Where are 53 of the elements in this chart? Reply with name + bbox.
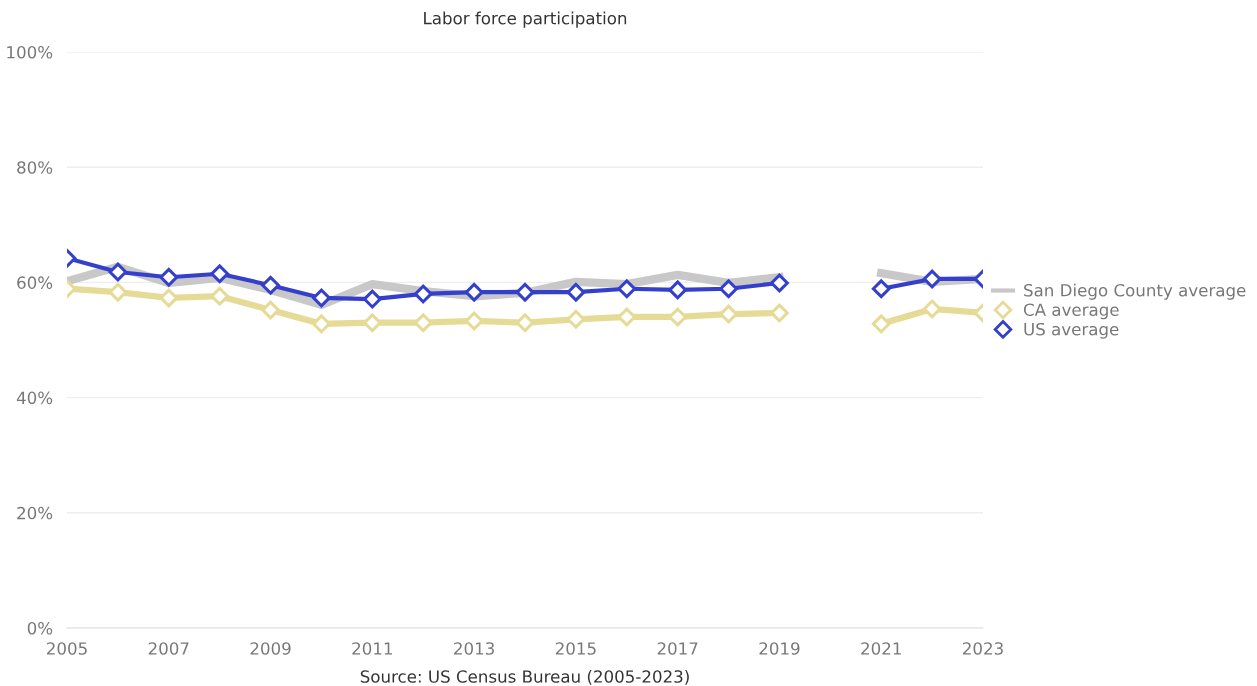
legend-label: San Diego County average xyxy=(1024,283,1246,300)
x-tick-label: 2015 xyxy=(555,642,596,655)
point xyxy=(770,303,789,323)
point xyxy=(210,286,230,306)
point xyxy=(515,313,535,333)
point xyxy=(719,279,738,299)
point xyxy=(871,314,891,334)
point xyxy=(108,282,128,302)
point xyxy=(617,307,637,327)
point xyxy=(617,279,637,299)
legend-label: CA average xyxy=(1023,303,1119,320)
x-tick-label: 2007 xyxy=(148,642,189,655)
point xyxy=(719,304,738,324)
point xyxy=(770,273,789,293)
point xyxy=(922,299,942,319)
point xyxy=(515,282,535,302)
x-tick-label: 2023 xyxy=(963,642,1003,655)
point xyxy=(464,282,484,302)
point xyxy=(312,288,331,308)
x-tick-label: 2019 xyxy=(759,642,800,655)
point xyxy=(261,275,280,295)
point xyxy=(159,267,179,287)
point xyxy=(159,288,179,308)
point xyxy=(362,289,382,309)
y-tick-label: 0% xyxy=(27,621,53,635)
chart-title: Labor force participation xyxy=(424,11,627,28)
source-note: Source: US Census Bureau (2005-2023) xyxy=(360,669,689,685)
point xyxy=(108,262,128,282)
point xyxy=(210,264,230,284)
point xyxy=(668,280,688,300)
point xyxy=(668,307,688,327)
x-tick-label: 2021 xyxy=(861,642,901,655)
point xyxy=(566,309,586,329)
x-tick-label: 2017 xyxy=(657,642,698,655)
point xyxy=(566,282,586,302)
legend-label: US average xyxy=(1024,322,1119,339)
point xyxy=(871,279,891,299)
point xyxy=(261,300,280,320)
y-tick-label: 80% xyxy=(17,161,53,174)
point xyxy=(362,313,382,333)
point xyxy=(312,314,331,334)
point xyxy=(922,269,942,289)
y-tick-label: 40% xyxy=(16,391,53,405)
point xyxy=(413,284,433,304)
x-tick-label: 2005 xyxy=(47,642,87,655)
y-tick-label: 60% xyxy=(17,276,53,289)
y-tick-label: 100% xyxy=(7,45,53,59)
point xyxy=(464,311,484,331)
x-tick-label: 2009 xyxy=(250,642,291,655)
y-tick-label: 20% xyxy=(17,506,53,520)
x-tick-label: 2013 xyxy=(454,642,494,655)
point xyxy=(413,313,433,333)
x-tick-label: 2011 xyxy=(352,642,392,655)
